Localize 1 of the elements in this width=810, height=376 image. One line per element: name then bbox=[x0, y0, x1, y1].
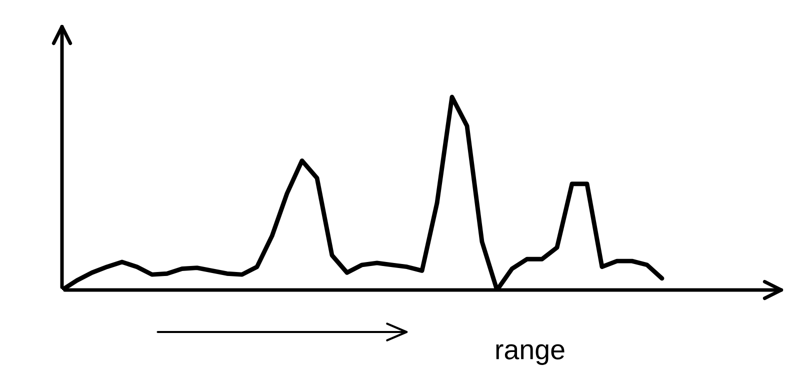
text: range bbox=[496, 344, 564, 365]
